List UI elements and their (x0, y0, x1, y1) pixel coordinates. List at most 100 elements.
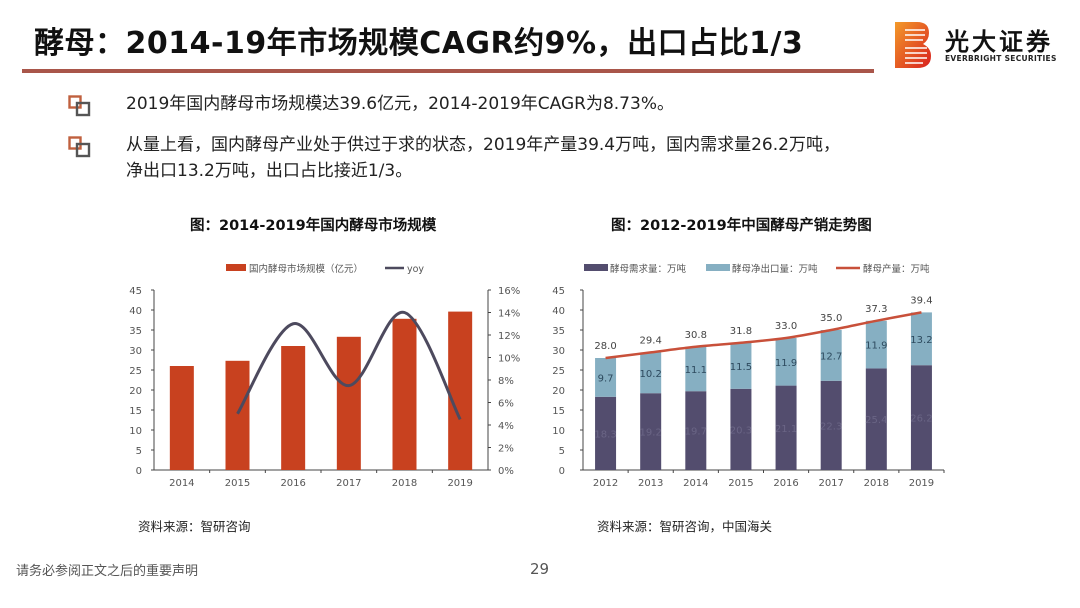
y-tick-label: 35 (552, 326, 565, 337)
bar-demand (865, 368, 887, 470)
legend-swatch-market-size (226, 264, 246, 271)
everbright-logo-icon (895, 22, 931, 68)
data-label-production: 39.4 (910, 295, 932, 306)
legend-label-production: 酵母产量：万吨 (863, 263, 930, 275)
x-tick-label: 2014 (683, 478, 708, 489)
bar-net-export (730, 342, 752, 389)
x-tick-label: 2018 (864, 478, 889, 489)
y-tick-label: 25 (129, 366, 142, 377)
bar-market-size (225, 360, 250, 470)
bar-demand (685, 391, 707, 470)
x-tick-label: 2013 (638, 478, 663, 489)
chart1-source: 资料来源：智研咨询 (138, 519, 251, 534)
x-tick-label: 2019 (447, 478, 472, 489)
overlapping-squares-icon (68, 95, 91, 117)
legend-swatch-demand (584, 264, 608, 271)
bar-net-export (775, 338, 797, 386)
disclaimer-text: 请务必参阅正文之后的重要声明 (16, 564, 199, 579)
bar-market-size (281, 346, 306, 470)
company-logo: 光大证券 EVERBRIGHT SECURITIES (893, 20, 1073, 70)
bar-demand (775, 385, 797, 470)
bullet-text: 净出口13.2万吨，出口占比接近1/3。 (126, 161, 413, 181)
chart2-source: 资料来源：智研咨询，中国海关 (597, 519, 773, 534)
y2-tick-label: 6% (498, 399, 514, 410)
chart2-title: 图：2012-2019年中国酵母产销走势图 (611, 218, 872, 234)
bar-market-size (448, 311, 473, 470)
production-line (605, 311, 922, 360)
data-label-net-export: 13.2 (910, 335, 932, 346)
market-size-chart: 国内酵母市场规模（亿元） yoy 0 5 10 15 20 25 30 35 40 45 0% 2% 4% 6… (129, 263, 520, 489)
data-label-net-export: 11.9 (865, 341, 887, 352)
bar-market-size (169, 366, 194, 470)
legend-label-net-export: 酵母净出口量：万吨 (732, 263, 818, 275)
data-label-production: 30.8 (685, 330, 707, 341)
bar-net-export (685, 346, 707, 392)
x-tick-label: 2018 (392, 478, 417, 489)
data-label-demand: 19.7 (685, 427, 707, 438)
bar-demand (595, 396, 617, 470)
data-label-net-export: 11.5 (730, 362, 752, 373)
y-tick-label: 15 (552, 406, 565, 417)
production-sales-chart: 酵母需求量：万吨 酵母净出口量：万吨 酵母产量：万吨 0 5 10 15 20 25 30 35 40… (552, 263, 945, 489)
data-label-production: 31.8 (730, 326, 752, 337)
y-tick-label: 30 (552, 346, 565, 357)
x-tick-label: 2019 (909, 478, 934, 489)
title-divider (22, 69, 874, 73)
bar-market-size (336, 336, 361, 470)
data-label-demand: 25.4 (865, 415, 887, 426)
data-label-production: 28.0 (594, 341, 616, 352)
bar-net-export (910, 312, 932, 366)
bar-net-export (595, 358, 617, 397)
data-label-net-export: 12.7 (820, 351, 842, 362)
bullet-text: 2019年国内酵母市场规模达39.6亿元，2014-2019年CAGR为8.73… (126, 94, 674, 114)
data-label-demand: 22.3 (820, 421, 842, 432)
y2-tick-label: 12% (498, 331, 520, 342)
legend-label-demand: 酵母需求量：万吨 (610, 263, 687, 275)
data-label-production: 35.0 (820, 313, 842, 324)
data-label-demand: 19.2 (640, 428, 662, 439)
page-title: 酵母：2014-19年市场规模CAGR约9%，出口占比1/3 (34, 26, 804, 61)
chart1-title: 图：2014-2019年国内酵母市场规模 (190, 218, 437, 234)
data-label-demand: 18.3 (594, 429, 616, 440)
data-label-production: 29.4 (640, 335, 662, 346)
y-tick-label: 0 (136, 466, 142, 477)
y-tick-label: 10 (129, 426, 142, 437)
y2-tick-label: 8% (498, 376, 514, 387)
bar-demand (730, 388, 752, 470)
data-label-demand: 20.3 (730, 425, 752, 436)
x-tick-label: 2016 (280, 478, 305, 489)
y-tick-label: 5 (559, 446, 565, 457)
logo-name: 光大证券 (945, 28, 1053, 56)
legend-swatch-net-export (706, 264, 730, 271)
bar-demand (820, 380, 842, 470)
y2-tick-label: 2% (498, 444, 514, 455)
x-tick-label: 2017 (336, 478, 361, 489)
legend-label-yoy: yoy (407, 264, 424, 275)
bullet-text: 从量上看，国内酵母产业处于供过于求的状态，2019年产量39.4万吨，国内需求量… (126, 135, 840, 155)
y-tick-label: 45 (129, 286, 142, 297)
y2-tick-label: 4% (498, 421, 514, 432)
bar-net-export (640, 352, 662, 394)
data-label-demand: 21.1 (775, 424, 797, 435)
data-label-net-export: 11.9 (775, 358, 797, 369)
bar-net-export (865, 320, 887, 369)
data-label-net-export: 9.7 (598, 373, 614, 384)
data-label-production: 37.3 (865, 304, 887, 315)
y-tick-label: 25 (552, 366, 565, 377)
y-tick-label: 45 (552, 286, 565, 297)
x-tick-label: 2016 (773, 478, 798, 489)
y-tick-label: 40 (129, 306, 142, 317)
y2-tick-label: 10% (498, 354, 520, 365)
page-number: 29 (530, 560, 550, 578)
y-tick-label: 20 (129, 386, 142, 397)
y-tick-label: 15 (129, 406, 142, 417)
bar-market-size (392, 318, 417, 470)
x-tick-label: 2014 (169, 478, 194, 489)
y2-tick-label: 16% (498, 286, 520, 297)
data-label-production: 33.0 (775, 321, 797, 332)
bar-demand (910, 365, 932, 470)
y-tick-label: 10 (552, 426, 565, 437)
y2-tick-label: 14% (498, 309, 520, 320)
data-label-net-export: 11.1 (685, 365, 707, 376)
y-tick-label: 30 (129, 346, 142, 357)
